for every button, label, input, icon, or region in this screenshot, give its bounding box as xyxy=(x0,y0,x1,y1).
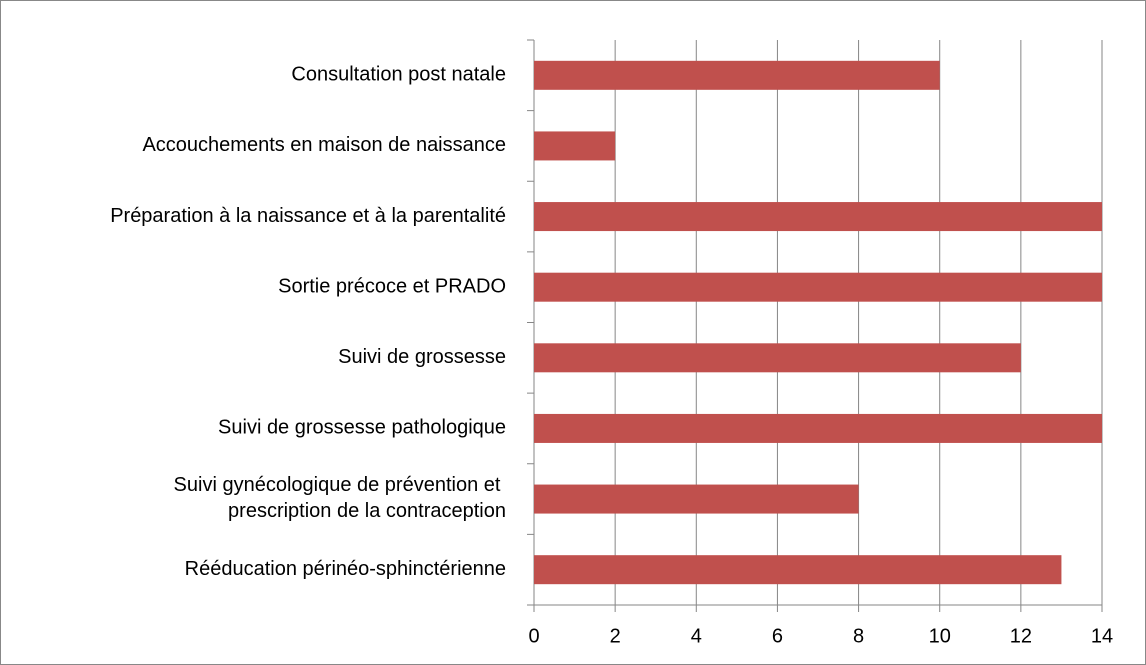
y-tick-label: Préparation à la naissance et à la paren… xyxy=(110,205,506,227)
bar xyxy=(534,413,1102,443)
y-tick-label: Accouchements en maison de naissance xyxy=(142,134,506,156)
bar xyxy=(534,343,1021,373)
bar xyxy=(534,60,940,90)
x-tick-label: 0 xyxy=(528,625,539,647)
bar xyxy=(534,555,1062,585)
x-tick-label: 14 xyxy=(1091,625,1113,647)
y-tick-label: Sortie précoce et PRADO xyxy=(278,275,506,297)
bar xyxy=(534,202,1102,232)
x-tick-label: 4 xyxy=(691,625,702,647)
y-tick-label: Suivi de grossesse pathologique xyxy=(218,417,506,439)
x-tick-label: 12 xyxy=(1010,625,1032,647)
x-tick-label: 8 xyxy=(853,625,864,647)
x-tick-label: 10 xyxy=(929,625,951,647)
bar xyxy=(534,272,1102,302)
y-tick-label: Consultation post natale xyxy=(291,64,506,86)
x-tick-label: 2 xyxy=(610,625,621,647)
y-tick-label: Suivi gynécologique de prévention et pre… xyxy=(174,474,506,522)
y-tick-label: Suivi de grossesse xyxy=(338,346,506,368)
y-tick-label: Rééducation périnéo-sphinctérienne xyxy=(185,558,506,580)
x-tick-label: 6 xyxy=(772,625,783,647)
bar xyxy=(534,131,616,161)
bar xyxy=(534,484,859,514)
